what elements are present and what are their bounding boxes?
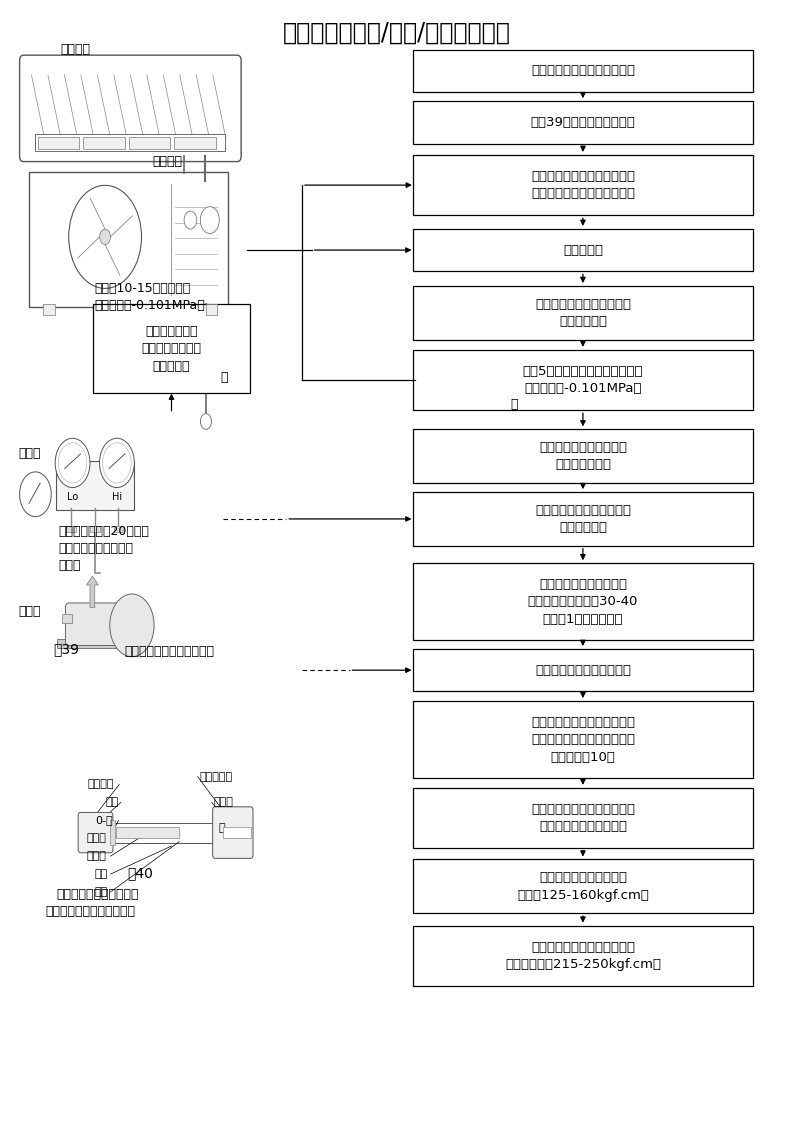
FancyBboxPatch shape (413, 563, 753, 640)
Text: 压力表: 压力表 (19, 447, 41, 460)
FancyBboxPatch shape (29, 172, 228, 308)
Text: 抽真空10-15分钟，压力
表指针位于-0.101MPa处: 抽真空10-15分钟，压力 表指针位于-0.101MPa处 (94, 282, 206, 312)
Text: 先打开真空泵，后打开压
力表低压阀开关: 先打开真空泵，后打开压 力表低压阀开关 (539, 441, 627, 472)
Circle shape (56, 438, 90, 487)
Text: Hi: Hi (112, 492, 122, 502)
FancyBboxPatch shape (413, 925, 753, 986)
FancyBboxPatch shape (413, 155, 753, 216)
Text: 大约5分钟后，观察压力表指针，
是否仍位于-0.101MPa处: 大约5分钟后，观察压力表指针， 是否仍位于-0.101MPa处 (522, 365, 643, 395)
Text: 用内六角扳手将大、小直径截
止阀的阀芯逆时针开足，然后
再顺时针转10度: 用内六角扳手将大、小直径截 止阀的阀芯逆时针开足，然后 再顺时针转10度 (531, 715, 635, 764)
Bar (36, 135, 225, 152)
Bar (174, 137, 216, 149)
FancyBboxPatch shape (413, 701, 753, 778)
Text: 把气门芯及截止阀的阀帽拆除: 把气门芯及截止阀的阀帽拆除 (531, 64, 635, 77)
Bar (66, 526, 75, 532)
FancyBboxPatch shape (413, 788, 753, 848)
Bar (90, 526, 99, 532)
Text: 用内六角扳手将小直径截
止阀的阀芯逆时针开30-40
度，经1秒后立即旋紧: 用内六角扳手将小直径截 止阀的阀芯逆时针开30-40 度，经1秒后立即旋紧 (528, 578, 638, 626)
Text: 将压力表吸气管的低压阀开关
完全打开，高压开关完全关闭: 将压力表吸气管的低压阀开关 完全打开，高压开关完全关闭 (531, 170, 635, 200)
Bar (38, 137, 79, 149)
Bar (62, 614, 71, 623)
Circle shape (100, 229, 110, 245)
FancyBboxPatch shape (213, 806, 253, 858)
Text: 气门芯: 气门芯 (214, 797, 233, 807)
Text: 为防止拆卸软管时空气回流: 为防止拆卸软管时空气回流 (124, 645, 214, 658)
Text: 盖上气门芯的阀帽并锁紧
（扭矩125-160kgf.cm）: 盖上气门芯的阀帽并锁紧 （扭矩125-160kgf.cm） (517, 871, 649, 902)
Text: 管: 管 (219, 823, 225, 833)
Circle shape (110, 594, 154, 657)
FancyBboxPatch shape (56, 460, 134, 510)
Bar (129, 137, 171, 149)
Text: 按图39示意方法接好真空泵: 按图39示意方法接好真空泵 (530, 116, 635, 129)
FancyBboxPatch shape (413, 286, 753, 339)
Text: 连接管: 连接管 (87, 833, 106, 843)
FancyBboxPatch shape (413, 349, 753, 410)
Text: 将接在截止阀上的软管拆下: 将接在截止阀上的软管拆下 (535, 664, 631, 677)
FancyArrow shape (87, 576, 98, 608)
Bar (44, 304, 56, 316)
Bar (114, 526, 123, 532)
Text: 室外机组: 室外机组 (152, 155, 183, 168)
Text: 继续抽真空大约20分钟，
对室内机系统进行保真
空干燥: 继续抽真空大约20分钟， 对室内机系统进行保真 空干燥 (58, 524, 149, 572)
Bar (57, 639, 144, 648)
Text: 盖上大、小直径截止阀的阀帽
并锁紧（扭矩215-250kgf.cm）: 盖上大、小直径截止阀的阀帽 并锁紧（扭矩215-250kgf.cm） (505, 941, 661, 971)
Circle shape (200, 207, 219, 234)
Text: 纳嘴: 纳嘴 (94, 869, 108, 879)
Text: 重新确认室内、
外连接管的安装，
找到泄漏点: 重新确认室内、 外连接管的安装， 找到泄漏点 (141, 325, 202, 373)
FancyBboxPatch shape (78, 812, 113, 852)
FancyBboxPatch shape (413, 492, 753, 546)
Circle shape (184, 211, 197, 229)
Circle shape (69, 185, 141, 289)
Bar (83, 137, 125, 149)
FancyBboxPatch shape (20, 55, 241, 162)
Circle shape (99, 438, 134, 487)
Bar (116, 827, 179, 838)
FancyBboxPatch shape (413, 859, 753, 913)
Text: 可从室外机组流至室内机组: 可从室外机组流至室内机组 (46, 904, 136, 917)
Circle shape (102, 442, 131, 483)
Text: 阀帽: 阀帽 (105, 797, 118, 807)
Bar (110, 820, 114, 844)
Bar (206, 304, 218, 316)
Text: 限位部分: 限位部分 (87, 779, 114, 789)
Text: 气门芯阀帽: 气门芯阀帽 (199, 772, 233, 782)
Bar (104, 822, 223, 842)
Text: 密封帽: 密封帽 (87, 851, 106, 861)
FancyBboxPatch shape (413, 429, 753, 483)
Text: 将截止阀打开，使制冷剂: 将截止阀打开，使制冷剂 (56, 887, 139, 901)
Text: 0-环: 0-环 (94, 815, 113, 825)
Circle shape (58, 442, 87, 483)
FancyBboxPatch shape (93, 304, 250, 393)
FancyBboxPatch shape (413, 229, 753, 272)
Text: 打开真空泵: 打开真空泵 (563, 244, 603, 256)
Text: Lo: Lo (67, 492, 79, 502)
Text: 图39: 图39 (53, 642, 79, 656)
Text: 阀芯: 阀芯 (94, 887, 108, 897)
Bar (223, 827, 251, 838)
FancyBboxPatch shape (413, 101, 753, 144)
Text: 日立空调抽真空/保压/检漏标准流程: 日立空调抽真空/保压/检漏标准流程 (283, 20, 511, 45)
Text: 先关闭压力表低压阀开关，
后关闭真空泵: 先关闭压力表低压阀开关， 后关闭真空泵 (535, 298, 631, 328)
FancyBboxPatch shape (65, 603, 119, 646)
Text: 真空泵: 真空泵 (19, 605, 41, 619)
Circle shape (20, 472, 52, 517)
Text: 否: 否 (221, 372, 228, 384)
Text: 室内机组: 室内机组 (60, 43, 91, 56)
FancyBboxPatch shape (413, 649, 753, 692)
Text: 用电子检漏仪或肥皂水检查室
内、外接头有无冷媒泄漏: 用电子检漏仪或肥皂水检查室 内、外接头有无冷媒泄漏 (531, 803, 635, 833)
Circle shape (200, 413, 211, 429)
FancyBboxPatch shape (413, 49, 753, 92)
Text: 图40: 图40 (127, 866, 152, 880)
Text: 先关闭压力表低压阀开关，
后关闭真空泵: 先关闭压力表低压阀开关， 后关闭真空泵 (535, 504, 631, 535)
Text: 是: 是 (511, 399, 518, 411)
